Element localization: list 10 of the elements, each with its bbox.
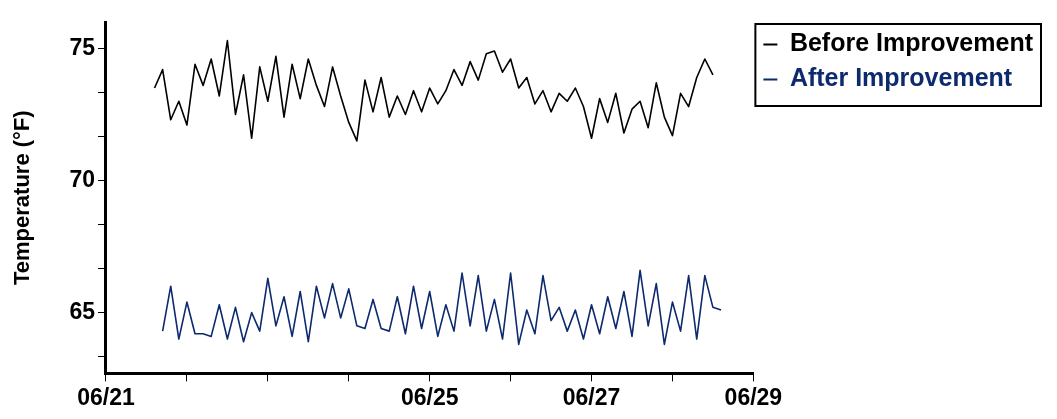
y-tick-label: 70 [69,165,95,192]
x-tick-label: 06/29 [724,383,783,410]
y-tick-label: 65 [69,297,96,324]
x-tick-label: 06/27 [562,383,621,410]
legend-label: After Improvement [789,63,1013,92]
y-tick-label: 75 [69,33,96,60]
y-axis-title: Temperature (°F) [9,110,35,286]
x-tick-label: 06/21 [77,383,135,410]
x-tick-label: 06/25 [400,383,459,410]
legend-label: Before Improvement [789,28,1034,57]
